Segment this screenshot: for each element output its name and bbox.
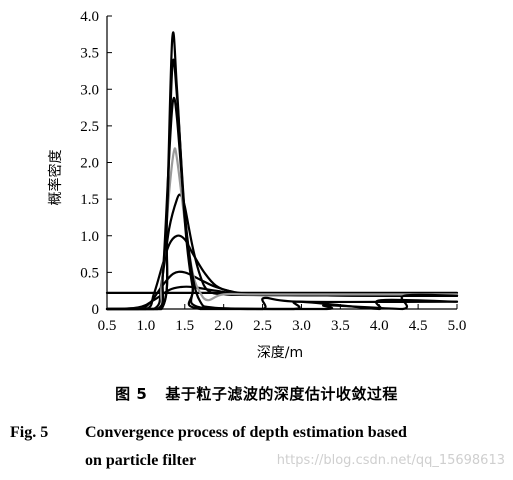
x-tick-label: 3.5 [331, 318, 350, 334]
x-tick-label: 0.5 [98, 318, 117, 334]
x-tick-label: 4.5 [409, 318, 428, 334]
y-tick-label: 2.0 [80, 156, 99, 172]
caption-english-line-2: on particle filter [85, 452, 197, 469]
series-group [105, 31, 459, 311]
x-tick-label: 1.0 [137, 318, 156, 334]
y-tick-label: 3.0 [80, 82, 99, 98]
x-tick-label: 5.0 [448, 318, 467, 334]
x-axis-title: 深度/m [257, 345, 303, 361]
density-curve [105, 31, 459, 311]
caption-cn-fig-number: 图 5 [115, 385, 148, 403]
y-tick-label: 0 [92, 302, 100, 318]
y-tick-label: 3.5 [80, 46, 99, 62]
caption-chinese: 图 5 基于粒子滤波的深度估计收敛过程 [0, 383, 513, 404]
watermark: https://blog.csdn.net/qq_15698613 [276, 453, 505, 468]
x-tick-label: 3.0 [292, 318, 311, 334]
axes-group [106, 16, 457, 310]
caption-en-fig-number: Fig. 5 [10, 424, 49, 441]
y-axis-title-group: 概率密度 [47, 150, 64, 206]
y-tick-label: 1.0 [80, 229, 99, 245]
chart-figure: 概率密度 0.5 1.0 1.5 2.0 2.5 3.0 3.5 4.0 4.5 5.0 0 0.5 1… [47, 9, 466, 361]
y-tick-label: 0.5 [80, 265, 99, 281]
y-tick-label: 4.0 [80, 9, 99, 25]
y-tick-label: 1.5 [80, 192, 99, 208]
x-tick-label: 4.0 [370, 318, 389, 334]
x-tick-label: 2.5 [253, 318, 272, 334]
chart-svg: 概率密度 0.5 1.0 1.5 2.0 2.5 3.0 3.5 4.0 4.5 5.000.51… [47, 9, 466, 361]
ticks-group: 0.5 1.0 1.5 2.0 2.5 3.0 3.5 4.0 4.5 5.000.51.01.5… [80, 9, 466, 334]
caption-cn-title: 基于粒子滤波的深度估计收敛过程 [165, 385, 398, 403]
y-tick-label: 2.5 [80, 119, 99, 135]
x-tick-label: 1.5 [175, 318, 194, 334]
y-axis-title: 概率密度 [47, 150, 64, 206]
x-tick-label: 2.0 [214, 318, 233, 334]
caption-english-line-1: Fig. 5 Convergence process of depth estim… [10, 424, 407, 442]
density-curve [105, 147, 459, 311]
caption-en-title-line-1: Convergence process of depth estimation … [85, 424, 407, 441]
